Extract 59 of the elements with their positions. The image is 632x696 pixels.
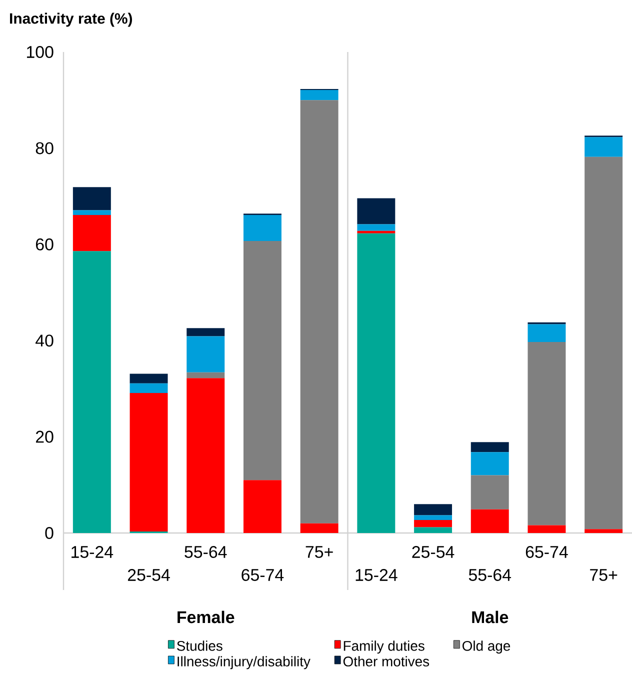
x-tick-label: 65-74: [526, 546, 568, 558]
bar: [470, 475, 509, 510]
bar: [414, 520, 452, 528]
y-tick-label: 0: [45, 526, 54, 539]
legend-label: Studies: [177, 640, 222, 651]
legend-label: Family duties: [344, 640, 424, 654]
bar: [414, 515, 452, 520]
text: Male: [472, 610, 508, 624]
x-tick-label: 25-54: [128, 568, 170, 581]
bar: [243, 480, 282, 533]
bar: [584, 156, 623, 530]
bar: [357, 233, 396, 533]
y-axis-title: Inactivity rate (%): [10, 12, 132, 27]
legend-label: Other motives: [343, 656, 430, 666]
text: Female: [178, 610, 234, 624]
legend-label: Illness/injury/disability: [178, 656, 310, 670]
bar: [584, 137, 623, 157]
bar: [243, 215, 282, 242]
y-tick-label: 20: [36, 430, 54, 443]
x-tick-label: 15-24: [356, 568, 398, 581]
bar: [72, 187, 111, 210]
bar: [130, 374, 168, 384]
bar: [357, 224, 396, 231]
bar: [130, 393, 168, 532]
bar: [72, 215, 111, 252]
x-tick-label: 75+: [590, 569, 618, 581]
y-tick-label: 60: [36, 238, 54, 250]
x-tick-label: 65-74: [242, 568, 284, 581]
bar: [300, 100, 338, 524]
x-tick-label: 75+: [306, 546, 333, 558]
bar: [300, 523, 338, 533]
x-tick-label: 55-64: [184, 546, 227, 558]
bar: [470, 509, 509, 533]
bar: [130, 383, 168, 394]
bar: [357, 230, 396, 234]
bar: [528, 342, 566, 526]
x-tick-label: 25-54: [412, 546, 454, 558]
bar: [414, 504, 452, 516]
bar: [72, 210, 111, 216]
bar: [357, 198, 396, 224]
bar: [528, 324, 566, 342]
y-tick-label: 40: [36, 334, 54, 347]
bar: [300, 90, 338, 100]
bar: [186, 328, 225, 336]
bar: [528, 525, 566, 533]
bar: [470, 442, 509, 452]
x-tick-label: 15-24: [72, 546, 114, 558]
legend-label: Old age: [462, 640, 510, 654]
bar: [243, 241, 282, 480]
bar: [584, 529, 623, 533]
bar: [72, 251, 111, 533]
bar: [186, 372, 225, 378]
y-tick-label: 80: [36, 142, 54, 154]
bar: [186, 336, 225, 372]
bar: [470, 452, 509, 476]
x-tick-label: 55-64: [468, 568, 512, 581]
bar: [186, 378, 225, 533]
y-tick-label: 100: [27, 46, 54, 58]
bar: [414, 527, 452, 533]
